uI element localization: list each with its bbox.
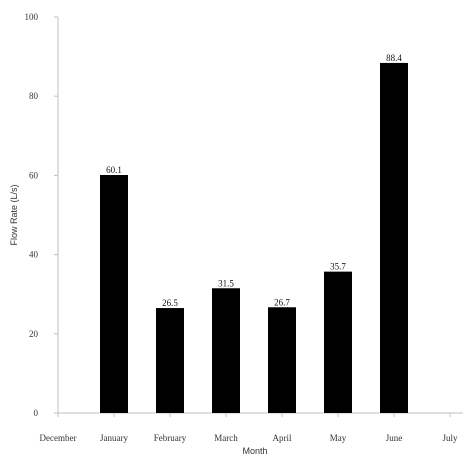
bar-may <box>324 271 352 413</box>
data-label-may: 35.7 <box>330 262 346 272</box>
data-label-march: 31.5 <box>218 278 234 288</box>
bar-april <box>268 307 296 413</box>
data-labels: 60.1 26.5 31.5 26.7 35.7 88.4 <box>106 53 402 308</box>
data-label-february: 26.5 <box>162 298 178 308</box>
bar-january <box>100 175 128 413</box>
y-tick-label: 20 <box>29 329 39 339</box>
x-tick-label: December <box>40 433 77 443</box>
y-axis-title: Flow Rate (L/s) <box>9 184 19 245</box>
x-tick-label: February <box>154 433 187 443</box>
y-tick-label: 100 <box>25 12 39 22</box>
y-tick-label: 60 <box>29 170 39 180</box>
x-tick-label: June <box>386 433 403 443</box>
y-axis: 0 20 40 60 80 100 <box>25 12 59 418</box>
data-label-january: 60.1 <box>106 165 122 175</box>
bar-june <box>380 62 408 413</box>
y-tick-label: 40 <box>29 250 39 260</box>
x-tick-label: July <box>442 433 458 443</box>
x-tick-label: January <box>100 433 128 443</box>
y-tick-label: 80 <box>29 91 39 101</box>
y-tick-label: 0 <box>34 408 39 418</box>
x-axis-title: Month <box>242 446 267 456</box>
bar-february <box>156 308 184 413</box>
data-label-june: 88.4 <box>386 53 402 63</box>
x-tick-label: April <box>273 433 292 443</box>
x-axis: December January February March April May June… <box>40 412 463 443</box>
x-tick-label: March <box>214 433 238 443</box>
bars <box>100 62 408 413</box>
data-label-april: 26.7 <box>274 297 290 307</box>
x-tick-label: May <box>330 433 347 443</box>
bar-march <box>212 288 240 413</box>
